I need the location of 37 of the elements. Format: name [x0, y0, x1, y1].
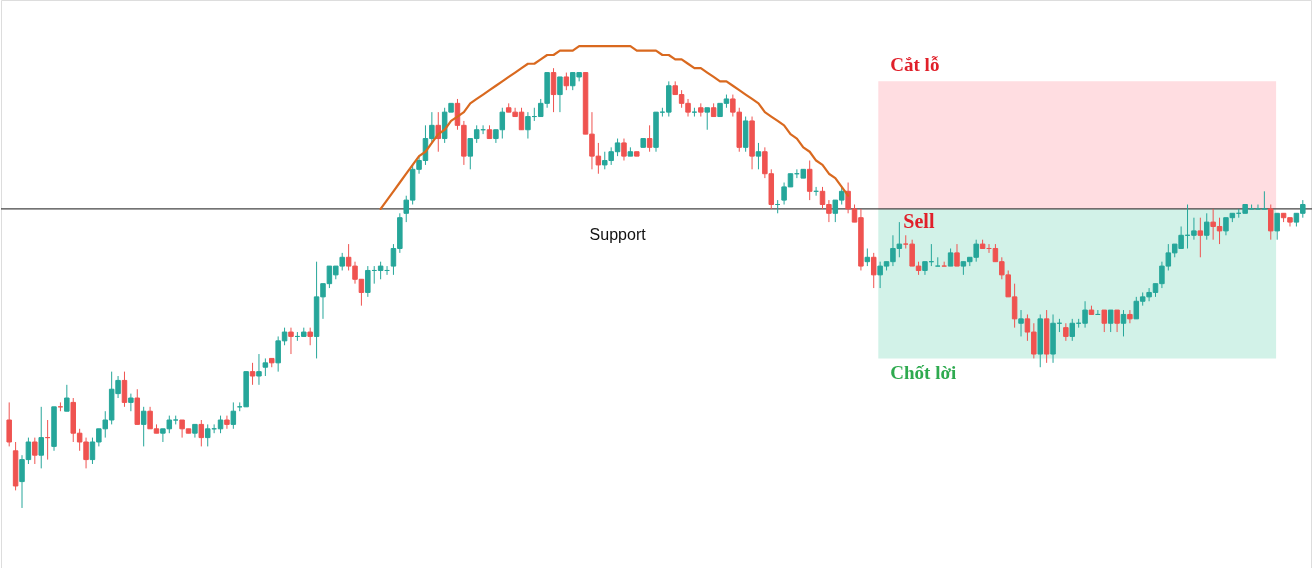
- candlestick: [1101, 309, 1108, 333]
- band-label: Chốt lời: [890, 362, 957, 384]
- candlestick: [128, 393, 134, 412]
- candlestick: [1114, 309, 1120, 333]
- candlestick: [1261, 190, 1268, 210]
- candlestick: [1018, 309, 1024, 337]
- candlestick: [646, 124, 653, 153]
- candlestick: [1127, 309, 1133, 324]
- ref-line-label: Support: [589, 225, 647, 243]
- candlestick: [1274, 212, 1280, 241]
- candlestick: [224, 415, 230, 430]
- candlestick: [621, 138, 627, 162]
- annotation: Sell: [903, 209, 935, 232]
- candlestick: [1197, 217, 1204, 258]
- candlestick: [806, 160, 813, 201]
- candlestick: [1203, 212, 1210, 241]
- candlestick: [1120, 309, 1127, 337]
- candlestick: [6, 401, 12, 447]
- candlestick: [38, 406, 44, 469]
- candlestick: [1268, 204, 1274, 241]
- candlestick: [557, 76, 563, 113]
- candlestick: [198, 419, 205, 447]
- candlestick: [954, 243, 960, 267]
- candlestick: [140, 406, 147, 447]
- candlestick: [64, 384, 70, 412]
- candlestick: [550, 67, 557, 113]
- candlestick: [1107, 309, 1114, 333]
- candlestick: [256, 353, 262, 386]
- candlestick: [288, 327, 294, 355]
- candlestick: [249, 362, 256, 386]
- candlestick: [230, 401, 237, 430]
- candlestick: [121, 371, 128, 408]
- band-label: Cắt lỗ: [890, 54, 940, 76]
- candlestick: [704, 107, 710, 131]
- candlestick: [32, 437, 38, 465]
- candlestick: [755, 142, 762, 170]
- candlestick: [870, 252, 877, 289]
